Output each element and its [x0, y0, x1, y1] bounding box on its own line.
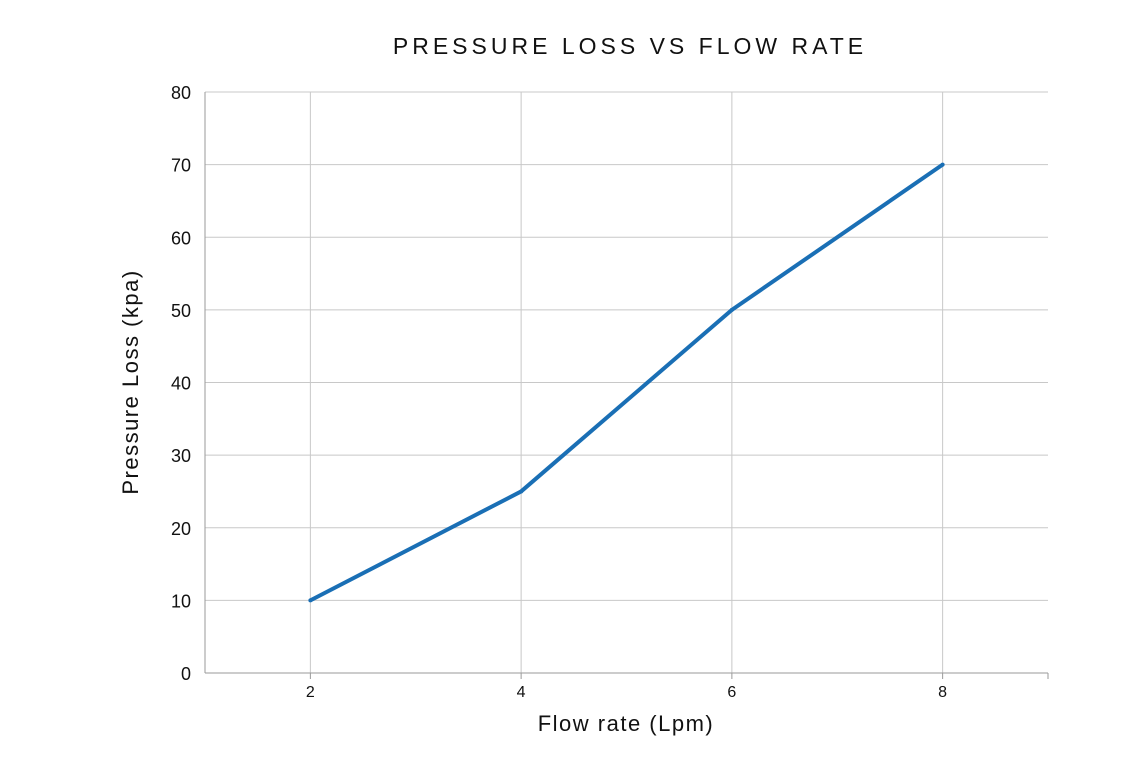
- data-series: [308, 162, 945, 603]
- x-axis-label: Flow rate (Lpm): [538, 711, 715, 736]
- y-axis-label: Pressure Loss (kpa): [118, 269, 143, 494]
- data-point: [729, 307, 734, 312]
- x-tick-label: 4: [517, 684, 526, 701]
- y-tick-label: 50: [171, 301, 191, 321]
- axes: [204, 92, 1049, 679]
- y-tick-label: 80: [171, 83, 191, 103]
- y-tick-label: 10: [171, 591, 191, 611]
- y-tick-label: 30: [171, 446, 191, 466]
- y-tick-label: 70: [171, 156, 191, 176]
- y-tick-label: 20: [171, 519, 191, 539]
- x-tick-label: 8: [938, 684, 947, 701]
- y-tick-label: 40: [171, 374, 191, 394]
- data-point: [519, 489, 524, 494]
- x-tick-label: 2: [306, 684, 315, 701]
- y-tick-label: 0: [181, 664, 191, 684]
- x-tick-label: 6: [727, 684, 736, 701]
- data-point: [940, 162, 945, 167]
- chart-title: PRESSURE LOSS VS FLOW RATE: [393, 33, 867, 59]
- y-tick-label: 60: [171, 228, 191, 248]
- data-point: [308, 598, 313, 603]
- tick-labels: 0 10 20 30 40 50 60 70 80 2 4 6 8: [171, 83, 947, 701]
- grid-lines: [205, 91, 1048, 673]
- series-line: [309, 162, 944, 603]
